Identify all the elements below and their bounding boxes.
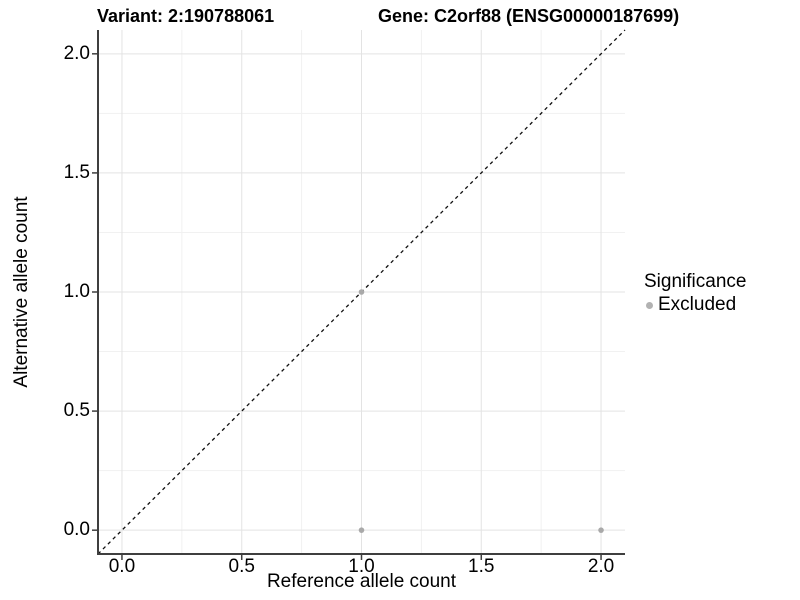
excluded-point-icon [646,301,653,309]
variant-title: Variant: 2:190788061 [97,6,275,26]
x-tick-label: 2.0 [587,556,615,577]
data-point [358,289,365,295]
legend-title: Significance [644,271,747,292]
legend-item-excluded: Excluded [644,294,746,316]
y-tick-label: 1.5 [63,161,90,183]
x-axis-title: Reference allele count [266,571,457,592]
data-point [598,527,604,533]
legend: Significance Excluded [644,270,746,316]
y-tick-label: 0.5 [63,400,90,422]
x-tick-label: 0.5 [228,556,255,577]
y-tick-label: 2.0 [63,42,90,64]
y-axis-title: Alternative allele count [11,196,32,388]
y-tick-label: 1.0 [63,281,90,302]
x-tick-label: 1.5 [468,556,495,577]
legend-item-label: Excluded [658,294,737,315]
x-tick-label: 1.0 [348,556,375,577]
gene-title: Gene: C2orf88 (ENSG00000187699) [378,6,680,26]
data-point [358,527,365,533]
x-tick-label: 0.0 [108,556,136,577]
y-tick-label: 0.0 [63,519,90,541]
